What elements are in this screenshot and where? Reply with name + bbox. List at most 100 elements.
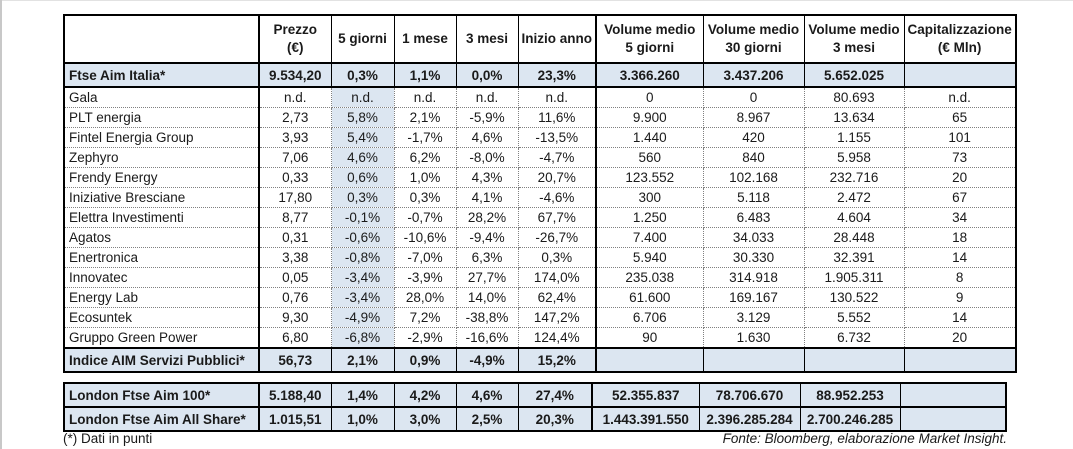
- data-cell: 9.900: [596, 107, 704, 128]
- row-name: Energy Lab: [64, 287, 260, 308]
- row-name: Iniziative Bresciane: [64, 187, 260, 208]
- data-cell: 0,3%: [331, 187, 395, 208]
- table-row: PLT energia 2,73 5,8% 2,1% -5,9% 11,6% 9.900 8.…: [64, 107, 1017, 128]
- data-cell: 13.634: [804, 107, 905, 128]
- data-cell: 300: [596, 187, 704, 208]
- data-cell: 0,33: [259, 167, 332, 188]
- data-cell: 2,1%: [330, 347, 395, 373]
- data-cell: 4,1%: [456, 187, 519, 208]
- data-cell: 0,9%: [393, 347, 457, 373]
- data-cell: 0,0%: [455, 62, 519, 88]
- data-cell: 1.630: [703, 327, 805, 349]
- data-cell: -16,6%: [456, 327, 519, 349]
- data-cell: 17,80: [259, 187, 332, 208]
- data-cell: 0,3%: [518, 247, 597, 268]
- data-cell: -0,7%: [394, 207, 457, 228]
- row-name: Frendy Energy: [64, 167, 260, 188]
- table-row: Elettra Investimenti 8,77 -0,1% -0,7% 28,2% 6…: [64, 207, 1017, 228]
- corner-header-cell: [63, 14, 260, 64]
- data-cell: 6.483: [703, 207, 805, 228]
- data-cell: 0,76: [259, 287, 332, 308]
- data-cell: 6.706: [596, 307, 704, 328]
- data-cell: [903, 347, 1017, 373]
- data-cell: -3,4%: [331, 287, 395, 308]
- data-cell: 90: [596, 327, 704, 349]
- data-cell: 0: [596, 87, 704, 108]
- data-cell: 2.396.285.284: [698, 406, 801, 432]
- data-cell: [903, 62, 1017, 88]
- data-cell: 5.188,40: [258, 382, 332, 408]
- data-cell: 14: [904, 247, 1017, 268]
- data-cell: 5,8%: [331, 107, 395, 128]
- data-cell: 2,1%: [394, 107, 457, 128]
- table-row: Indice AIM Servizi Pubblici* 56,73 2,1% 0,9…: [63, 347, 1017, 373]
- table-row: London Ftse Aim 100* 5.188,40 1,4% 4,2% 4,6%…: [63, 382, 1007, 408]
- data-cell: 23,3%: [517, 62, 597, 88]
- table-row: Zephyro 7,06 4,6% 6,2% -8,0% -4,7% 560 840 5.958…: [64, 147, 1017, 168]
- data-cell: -4,6%: [518, 187, 597, 208]
- data-cell: 840: [703, 147, 805, 168]
- column-header: Inizio anno: [517, 14, 597, 64]
- data-cell: 30.330: [703, 247, 805, 268]
- data-cell: -9,4%: [456, 227, 519, 248]
- data-cell: 3.129: [703, 307, 805, 328]
- data-cell: 62,4%: [518, 287, 597, 308]
- data-cell: 147,2%: [518, 307, 597, 328]
- table-row: Agatos 0,31 -0,6% -10,6% -9,4% -26,7% 7.400 34.…: [64, 227, 1017, 248]
- table-row: Enertronica 3,38 -0,8% -7,0% 6,3% 0,3% 5.940 30…: [64, 247, 1017, 268]
- data-cell: 15,2%: [517, 347, 597, 373]
- column-header: Volume medio 30 giorni: [702, 14, 805, 64]
- data-cell: 5,4%: [331, 127, 395, 148]
- data-cell: 169.167: [703, 287, 805, 308]
- data-cell: n.d.: [904, 87, 1017, 108]
- data-cell: 67: [904, 187, 1017, 208]
- row-name: Elettra Investimenti: [64, 207, 260, 228]
- data-cell: 8,77: [259, 207, 332, 228]
- data-cell: n.d.: [394, 87, 457, 108]
- data-cell: 88.952.253: [799, 382, 901, 408]
- data-cell: 3.437.206: [702, 62, 805, 88]
- table-row: Fintel Energia Group 3,93 5,4% -1,7% 4,6% -13…: [64, 127, 1017, 148]
- data-cell: 20: [904, 327, 1017, 349]
- data-cell: -1,7%: [394, 127, 457, 148]
- data-cell: 1,4%: [330, 382, 395, 408]
- row-name: PLT energia: [64, 107, 260, 128]
- data-cell: 34.033: [703, 227, 805, 248]
- data-cell: 4,6%: [455, 382, 519, 408]
- data-cell: -4,9%: [455, 347, 519, 373]
- data-cell: 420: [703, 127, 805, 148]
- data-cell: n.d.: [331, 87, 395, 108]
- row-name: Ecosuntek: [64, 307, 260, 328]
- data-cell: 3,93: [259, 127, 332, 148]
- data-cell: 27,4%: [517, 382, 593, 408]
- data-cell: 78.706.670: [698, 382, 801, 408]
- data-cell: 11,6%: [518, 107, 597, 128]
- table-header: Prezzo (€) 5 giorni 1 mese 3 mesi Inizio anno…: [63, 14, 1017, 64]
- data-cell: -0,6%: [331, 227, 395, 248]
- data-cell: 7,06: [259, 147, 332, 168]
- data-cell: 1,1%: [393, 62, 457, 88]
- data-cell: [595, 347, 704, 373]
- row-name: Agatos: [64, 227, 260, 248]
- data-cell: 20: [904, 167, 1017, 188]
- data-cell: -38,8%: [456, 307, 519, 328]
- data-cell: 2,73: [259, 107, 332, 128]
- data-cell: 5.552: [804, 307, 905, 328]
- table-row: Ecosuntek 9,30 -4,9% 7,2% -38,8% 147,2% 6.706 3…: [64, 307, 1017, 328]
- data-cell: -0,1%: [331, 207, 395, 228]
- row-name: London Ftse Aim 100*: [63, 382, 260, 408]
- data-cell: 67,7%: [518, 207, 597, 228]
- footnote-points: (*) Dati in punti: [63, 431, 153, 446]
- column-header: Prezzo (€): [258, 14, 332, 64]
- data-cell: 6,3%: [456, 247, 519, 268]
- data-cell: 9,30: [259, 307, 332, 328]
- column-header: Capitalizzazione (€ Mln): [903, 14, 1017, 64]
- data-cell: 4,2%: [393, 382, 457, 408]
- data-cell: 2,5%: [455, 406, 519, 432]
- data-cell: 6,2%: [394, 147, 457, 168]
- row-name: Innovatec: [64, 267, 260, 288]
- table-row: Frendy Energy 0,33 0,6% 1,0% 4,3% 20,7% 123.55…: [64, 167, 1017, 188]
- footer: (*) Dati in punti Fonte: Bloomberg, elab…: [63, 431, 1007, 446]
- data-cell: 5.958: [804, 147, 905, 168]
- data-cell: 4,3%: [456, 167, 519, 188]
